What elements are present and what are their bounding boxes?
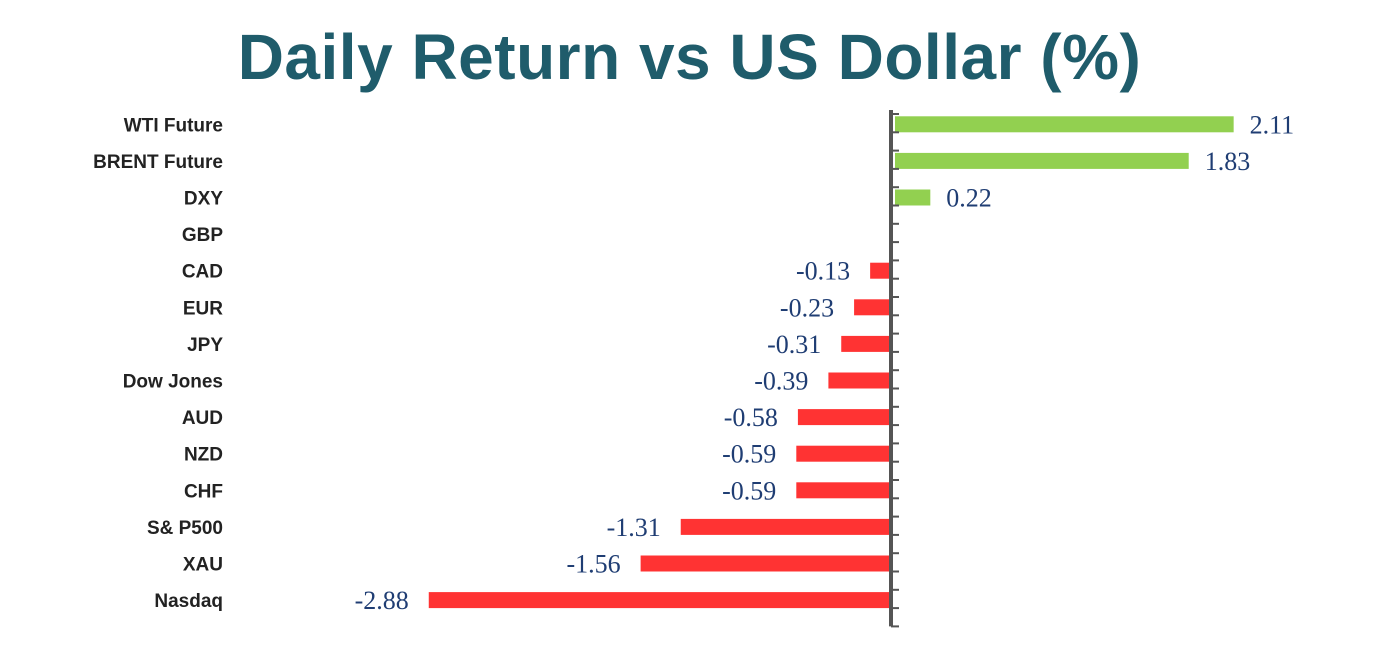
category-label: Dow Jones [123, 372, 223, 393]
data-label: -2.88 [355, 586, 409, 615]
bar [895, 152, 1189, 169]
data-label: -1.31 [607, 513, 661, 542]
bar [854, 299, 891, 316]
bar [841, 335, 891, 352]
data-label: -0.39 [754, 367, 808, 396]
data-label: -0.13 [796, 257, 850, 286]
bar [895, 116, 1234, 133]
category-label: BRENT Future [93, 152, 223, 173]
data-label: 1.83 [1205, 147, 1251, 176]
category-label: XAU [183, 555, 223, 576]
bar [796, 445, 891, 462]
category-label: AUD [182, 408, 223, 429]
category-label: S& P500 [147, 518, 223, 539]
category-label: CAD [182, 262, 223, 283]
category-label: WTI Future [124, 115, 223, 136]
category-label: Nasdaq [154, 591, 223, 612]
category-label: NZD [184, 445, 223, 466]
category-label: JPY [187, 335, 223, 356]
data-label: -0.59 [722, 476, 776, 505]
category-label: GBP [182, 225, 224, 246]
data-label: -0.58 [724, 403, 778, 432]
bar [428, 592, 891, 609]
bar [640, 555, 891, 572]
category-label: CHF [184, 481, 223, 502]
data-label: 2.11 [1250, 110, 1295, 139]
bar [680, 518, 891, 535]
category-label: EUR [183, 298, 223, 319]
bar [797, 409, 891, 426]
bar [828, 372, 891, 389]
data-label: -0.23 [780, 293, 834, 322]
chart-title: Daily Return vs US Dollar (%) [237, 21, 1142, 93]
bar [870, 262, 891, 279]
data-label: 0.22 [946, 184, 992, 213]
data-label: -0.59 [722, 440, 776, 469]
data-label: -0.31 [767, 330, 821, 359]
bar [895, 189, 931, 206]
category-label: DXY [184, 189, 223, 210]
bar [796, 482, 891, 499]
data-label: -1.56 [566, 550, 620, 579]
